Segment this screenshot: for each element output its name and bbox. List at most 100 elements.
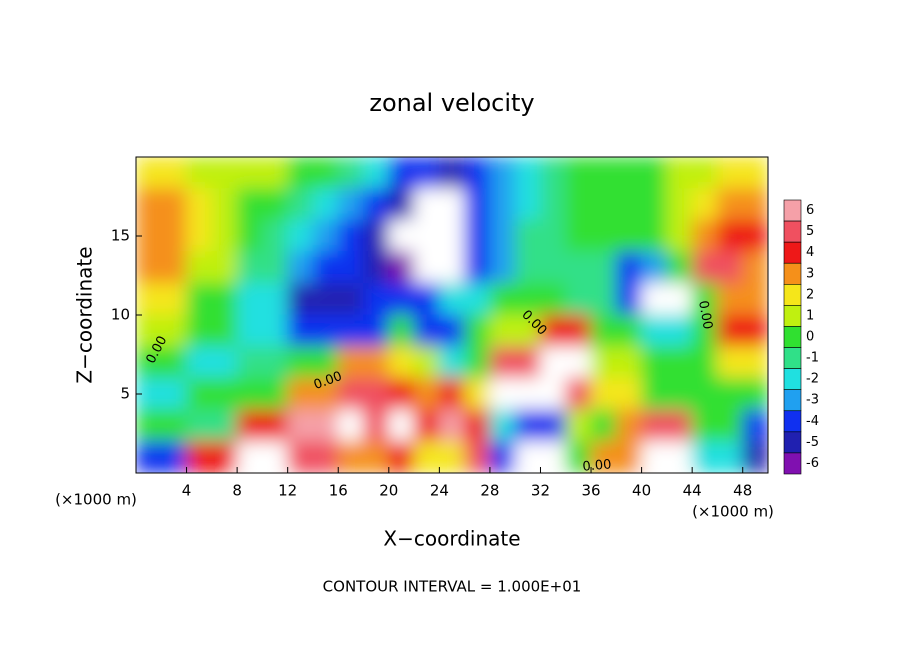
heat-cell: [464, 377, 491, 411]
heat-cell: [211, 188, 238, 221]
heat-cell: [236, 440, 263, 473]
heat-cell: [186, 314, 213, 348]
heat-cell: [742, 219, 768, 253]
heat-cell: [464, 157, 491, 190]
heat-cell: [388, 219, 415, 253]
y-unit: (×1000 m): [55, 491, 137, 509]
heat-cell: [691, 157, 718, 190]
colorbar-swatch: [783, 199, 802, 222]
heat-cell: [716, 440, 744, 473]
colorbar-label: 4: [806, 245, 814, 260]
heat-cell: [211, 282, 238, 316]
heat-cell: [666, 346, 693, 379]
heat-cell: [160, 219, 188, 253]
heat-cell: [388, 157, 415, 190]
heat-cell: [464, 346, 491, 379]
x-tick-label: 28: [480, 482, 499, 500]
heat-cell: [186, 440, 213, 473]
heat-cell: [312, 157, 339, 190]
heat-cell: [565, 188, 592, 221]
heat-cell: [211, 346, 238, 379]
heat-cell: [742, 314, 768, 348]
heat-cell: [363, 219, 390, 253]
heat-cell: [514, 282, 541, 316]
y-tick-label: 5: [120, 385, 130, 403]
heat-cell: [716, 219, 744, 253]
heat-cell: [312, 219, 339, 253]
heat-cell: [160, 440, 188, 473]
heat-cell: [716, 188, 744, 221]
heat-cell: [287, 440, 314, 473]
colorbar-label: -4: [806, 414, 819, 429]
colorbar-label: 6: [806, 203, 814, 218]
heat-cell: [565, 346, 592, 379]
heat-cell: [590, 440, 617, 473]
heat-cell: [363, 188, 390, 221]
heat-cell: [388, 440, 415, 473]
heat-cell: [413, 409, 440, 442]
heat-cell: [641, 157, 668, 190]
heat-cell: [539, 157, 567, 190]
heat-cell: [160, 282, 188, 316]
contour-label: 0.00: [695, 299, 715, 330]
heat-cell: [337, 251, 365, 284]
colorbar-label: -2: [806, 372, 819, 387]
colorbar-swatch: [783, 326, 802, 348]
heat-cell: [489, 282, 516, 316]
heat-cell: [236, 377, 263, 411]
heat-cell: [641, 219, 668, 253]
heat-cell: [261, 157, 289, 190]
heat-cell: [388, 409, 415, 442]
heat-cell: [514, 346, 541, 379]
heat-cell: [413, 219, 440, 253]
heat-cell: [691, 314, 718, 348]
heat-cell: [590, 314, 617, 348]
heat-cell: [691, 440, 718, 473]
heat-cell: [666, 188, 693, 221]
heat-cell: [236, 251, 263, 284]
heat-cell: [716, 251, 744, 284]
colorbar-swatch: [783, 220, 802, 243]
heat-cell: [287, 219, 314, 253]
colorbar-label: 5: [806, 224, 814, 239]
heat-cell: [312, 409, 339, 442]
heat-cell: [742, 251, 768, 284]
x-tick-label: 16: [329, 482, 348, 500]
heat-cell: [666, 251, 693, 284]
heat-cell: [666, 440, 693, 473]
colorbar-label: -5: [806, 435, 819, 450]
heat-cell: [261, 251, 289, 284]
heat-cell: [464, 188, 491, 221]
contour-label: 0.00: [582, 457, 612, 474]
heat-cell: [514, 409, 541, 442]
heat-cell: [160, 157, 188, 190]
heat-cell: [136, 157, 162, 190]
heat-cell: [287, 314, 314, 348]
heat-cell: [742, 188, 768, 221]
colorbar-swatch: [783, 241, 802, 264]
heat-cell: [615, 314, 643, 348]
heat-cell: [691, 346, 718, 379]
heat-cell: [489, 157, 516, 190]
heat-cell: [742, 282, 768, 316]
footer-note: CONTOUR INTERVAL = 1.000E+01: [323, 578, 582, 596]
heat-cell: [691, 377, 718, 411]
heat-cell: [211, 314, 238, 348]
heat-cell: [413, 157, 440, 190]
heat-cell: [136, 314, 162, 348]
heat-cell: [615, 188, 643, 221]
heat-cell: [666, 219, 693, 253]
x-tick-label: 44: [683, 482, 702, 500]
heat-cell: [236, 282, 263, 316]
heat-cell: [363, 282, 390, 316]
heat-cell: [539, 251, 567, 284]
heatmap-cells: [136, 157, 768, 473]
heat-cell: [186, 251, 213, 284]
chart-title: zonal velocity: [369, 89, 534, 117]
heat-cell: [641, 346, 668, 379]
heat-cell: [438, 219, 466, 253]
heat-cell: [312, 377, 339, 411]
heat-cell: [186, 219, 213, 253]
heat-cell: [211, 251, 238, 284]
